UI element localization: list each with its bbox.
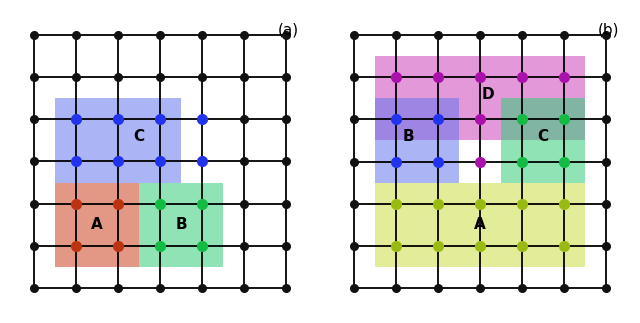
- Text: C: C: [538, 129, 548, 144]
- Text: A: A: [474, 217, 486, 232]
- Text: B: B: [403, 129, 414, 144]
- Bar: [375, 182, 585, 267]
- Text: B: B: [175, 217, 187, 232]
- Bar: [139, 182, 223, 267]
- Text: C: C: [133, 129, 145, 144]
- Bar: [375, 56, 585, 141]
- Bar: [55, 182, 139, 267]
- Text: (a): (a): [278, 23, 299, 38]
- Bar: [375, 99, 459, 182]
- Text: A: A: [91, 217, 103, 232]
- Text: (b): (b): [597, 23, 619, 38]
- Text: D: D: [482, 87, 495, 102]
- Bar: [501, 99, 585, 182]
- Bar: [55, 99, 181, 182]
